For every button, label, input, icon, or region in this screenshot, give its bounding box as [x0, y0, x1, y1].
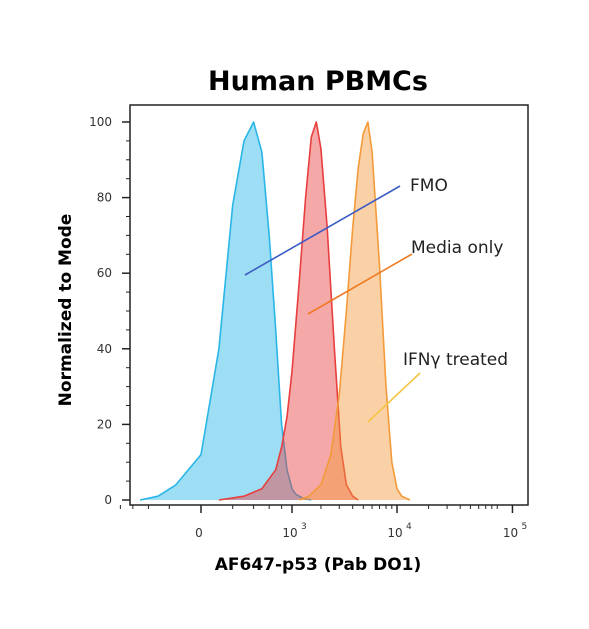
plot-frame: [129, 104, 529, 506]
x-tick-label: 0: [195, 526, 203, 540]
x-tick-label: 10: [503, 526, 518, 540]
annotation-leader-line: [367, 372, 421, 423]
series-line-0: [139, 121, 312, 501]
chart-title: Human PBMCs: [208, 66, 428, 97]
annotation-label: IFNγ treated: [403, 350, 508, 370]
y-axis-title: Normalized to Mode: [56, 214, 76, 407]
annotation-label: FMO: [410, 176, 448, 196]
series-line-1: [218, 121, 359, 501]
series-line-2: [298, 121, 411, 501]
y-tick-label: 40: [97, 342, 112, 356]
series-area-0: [140, 122, 312, 500]
annotation-label: Media only: [411, 238, 503, 258]
x-tick-label: 10: [282, 526, 297, 540]
x-tick-exponent: 4: [406, 522, 412, 532]
annotation-leader-line: [244, 185, 401, 276]
series-area-1: [218, 122, 359, 500]
annotation-layer: FMO Media only IFNγ treated: [244, 176, 508, 423]
y-axis: 0 20 40 60 80 100: [89, 115, 130, 507]
y-tick-label: 80: [97, 191, 112, 205]
y-tick-label: 60: [97, 266, 112, 280]
x-tick-exponent: 5: [521, 522, 527, 532]
y-tick-label: 100: [89, 115, 112, 129]
y-tick-label: 0: [104, 493, 112, 507]
x-axis: 0 10 3 10 4 10 5: [119, 505, 527, 540]
series-area-2: [299, 122, 410, 500]
x-axis-title: AF647-p53 (Pab DO1): [215, 555, 422, 575]
x-tick-label: 10: [387, 526, 402, 540]
x-tick-exponent: 3: [301, 522, 307, 532]
y-tick-label: 20: [97, 417, 112, 431]
annotation-leader-line: [307, 253, 413, 315]
series-layer: [139, 121, 411, 501]
